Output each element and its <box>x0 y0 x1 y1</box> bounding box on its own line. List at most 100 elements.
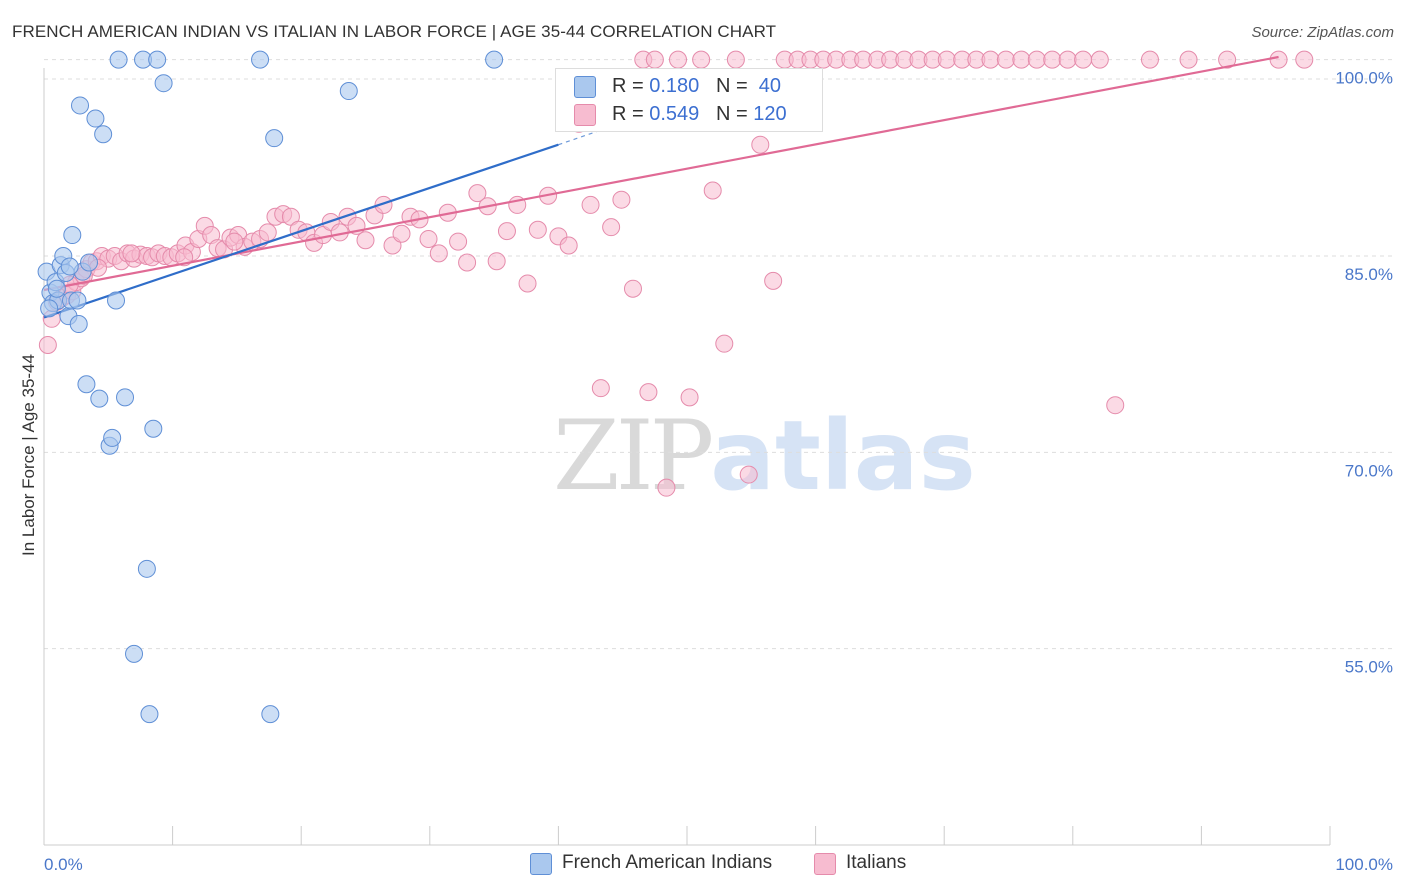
y-axis-label: In Labor Force | Age 35-44 <box>19 354 38 556</box>
italians-point <box>468 184 487 203</box>
legend-n-label: N = <box>715 75 748 97</box>
italians-trend-line <box>43 55 1279 292</box>
italians-point <box>419 229 438 248</box>
italians-point <box>1012 50 1031 69</box>
french-american-indians-point <box>68 291 87 310</box>
french-american-indians-point <box>47 279 66 298</box>
italians-point <box>726 50 745 69</box>
legend-n-value: 120 <box>753 103 787 125</box>
italians-point <box>739 465 758 484</box>
italians-point <box>1043 50 1062 69</box>
italians-point <box>623 279 642 298</box>
italians-point <box>1140 50 1159 69</box>
french-american-indians-point <box>80 253 99 272</box>
italians-points <box>38 50 1314 497</box>
italians-point <box>175 248 194 267</box>
watermark-atlas: atlas <box>710 400 976 512</box>
french-american-indians-point <box>63 226 82 245</box>
italians-point <box>38 335 57 354</box>
italians-point <box>1074 50 1093 69</box>
french-american-indians-point <box>90 389 109 408</box>
french-american-indians-point <box>103 428 122 447</box>
french-american-indians-point <box>137 559 156 578</box>
french-american-indians-point <box>144 419 163 438</box>
y-tick-label: 85.0% <box>1345 265 1393 284</box>
axes <box>43 68 1331 846</box>
french-american-indians-point <box>40 299 59 318</box>
italians-point <box>581 195 600 214</box>
french-american-indians-point <box>125 644 144 663</box>
italians-point <box>429 244 448 263</box>
italians-point <box>645 50 664 69</box>
italians-point <box>692 50 711 69</box>
italians-point <box>258 223 277 242</box>
italians-point <box>937 50 956 69</box>
italians-point <box>1269 50 1288 69</box>
italians-point <box>764 271 783 290</box>
italians-point <box>1218 50 1237 69</box>
stats-legend: R = 0.180 N = 40 R = 0.549 N = 120 <box>555 68 823 132</box>
french-american-indians-point <box>77 375 96 394</box>
italians-point <box>1179 50 1198 69</box>
french-american-indians-point <box>265 129 284 148</box>
italians-point <box>356 231 375 250</box>
italians-point <box>996 50 1015 69</box>
legend-label: French American Indians <box>562 852 773 873</box>
french-american-indians-point <box>154 74 173 93</box>
gridlines <box>44 59 1394 650</box>
italians-point <box>602 218 621 237</box>
italians-point <box>1106 396 1125 415</box>
italians-point <box>1295 50 1314 69</box>
french-american-indians-point <box>148 50 167 69</box>
legend-swatch-blue <box>530 853 552 875</box>
legend-n-value: 40 <box>758 75 782 97</box>
italians-point <box>122 244 141 263</box>
axis-labels: 55.0% 70.0% 85.0% 100.0% 0.0% 100.0% In Labor … <box>19 69 1393 874</box>
legend-swatch-blue <box>574 76 596 98</box>
italians-point <box>392 224 411 243</box>
french-american-indians-point <box>71 96 90 115</box>
x-tick-label: 100.0% <box>1335 855 1393 874</box>
italians-point <box>703 181 722 200</box>
italians-point <box>668 50 687 69</box>
italians-point <box>1058 50 1077 69</box>
legend-r-label: R = <box>612 103 644 125</box>
french-american-indians-point <box>107 291 126 310</box>
italians-point <box>559 236 578 255</box>
y-tick-label: 100.0% <box>1335 69 1393 88</box>
french-american-indians-point <box>60 257 79 276</box>
legend-r-label: R = <box>612 75 644 97</box>
italians-point <box>497 222 516 241</box>
italians-point <box>458 253 477 272</box>
legend-swatch-pink <box>574 104 596 126</box>
french-american-indians-point <box>86 109 105 128</box>
french-american-indians-trend-line <box>43 143 559 319</box>
french-american-indians-points <box>37 50 504 724</box>
french-american-indians-point <box>116 388 135 407</box>
italians-point <box>715 334 734 353</box>
french-american-indians-point <box>339 82 358 101</box>
italians-point <box>374 195 393 214</box>
italians-point <box>225 232 244 251</box>
y-tick-label: 55.0% <box>1345 658 1393 677</box>
french-american-indians-point <box>485 50 504 69</box>
italians-point <box>449 232 468 251</box>
legend-swatch-pink <box>814 853 836 875</box>
french-american-indians-point <box>94 125 113 144</box>
french-american-indians-point <box>69 315 88 334</box>
italians-point <box>591 379 610 398</box>
french-american-indians-point <box>261 705 280 724</box>
italians-point <box>518 274 537 293</box>
x-tick-label: 0.0% <box>44 855 83 874</box>
italians-point <box>751 135 770 154</box>
french-american-indians-point <box>109 50 128 69</box>
italians-point <box>981 50 1000 69</box>
legend-n-label: N = <box>715 103 748 125</box>
italians-point <box>1027 50 1046 69</box>
italians-point <box>528 220 547 239</box>
italians-point <box>612 190 631 209</box>
legend-r-value: 0.180 <box>649 75 700 97</box>
italians-point <box>657 478 676 497</box>
italians-point <box>1090 50 1109 69</box>
